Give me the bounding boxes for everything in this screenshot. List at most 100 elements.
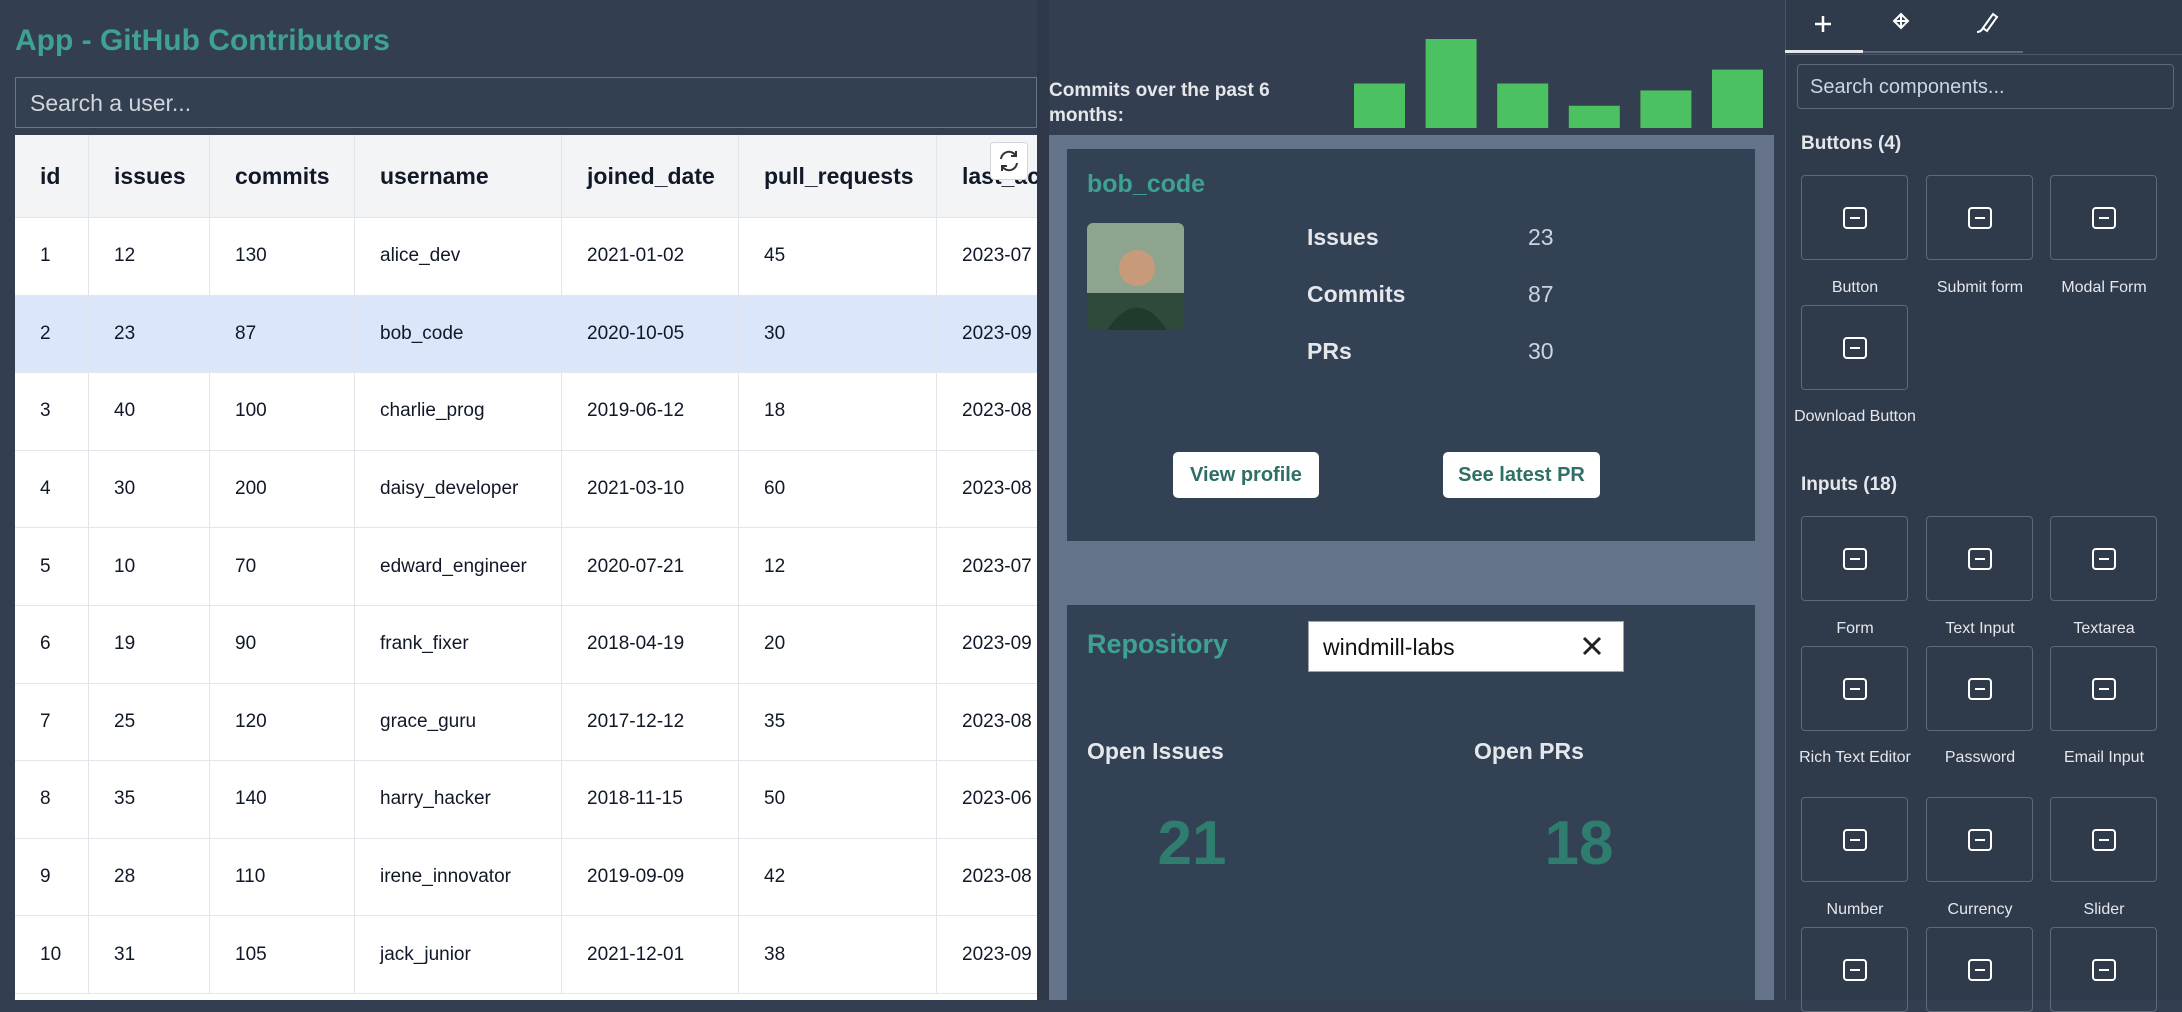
component-tile[interactable] [1801,175,1908,260]
stat-value: 87 [1528,281,1554,307]
component-icon [1842,958,1867,981]
tile-label: Number [1826,901,1884,918]
table-cell: 130 [210,218,355,296]
component-tile[interactable] [1801,516,1908,601]
component-sidebar [1785,0,2182,1000]
component-tile[interactable] [1801,797,1908,882]
stat-label: Commits [1307,281,1406,307]
table-row[interactable]: 7 25 120 grace_guru 2017-12-12 35 2023-08 [15,683,1037,762]
table-cell: 100 [210,373,355,451]
component-icon [1842,206,1867,229]
table-cell: 140 [210,761,355,839]
component-tile[interactable] [2050,516,2157,601]
repository-input[interactable]: windmill-labs [1308,621,1624,672]
component-tile[interactable] [2050,927,2157,1012]
component-icon [1842,828,1867,851]
user-search[interactable]: Search a user... [15,77,1037,128]
chart-label: Commits over the past 6 months: [1049,80,1270,126]
table-cell: 87 [210,295,355,374]
tile-label: Modal Form [2061,279,2147,296]
bar [1712,69,1763,128]
component-icon [2091,206,2116,229]
table-row[interactable]: 2 23 87 bob_code 2020-10-05 30 2023-09 [15,295,1037,374]
table-row[interactable]: 9 28 110 irene_innovator 2019-09-09 42 2023-08 [15,838,1037,917]
table-row[interactable]: 1 12 130 alice_dev 2021-01-02 45 2023-07 [15,218,1037,296]
clear-icon[interactable] [1580,634,1604,658]
table-row[interactable]: 4 30 200 daisy_developer 2021-03-10 60 2023-08 [15,450,1037,529]
component-tile[interactable] [1926,797,2033,882]
table-cell: 2019-06-12 [562,373,739,451]
component-tile[interactable] [1801,646,1908,731]
component-search[interactable]: Search components... [1797,64,2174,109]
table-cell: harry_hacker [355,761,562,839]
table-cell: 50 [739,761,937,839]
table-cell: 30 [89,450,210,529]
component-tile[interactable] [1926,927,2033,1012]
table-row[interactable]: 3 40 100 charlie_prog 2019-06-12 18 2023-08 [15,373,1037,451]
table-cell: 10 [15,916,89,994]
table-cell: 12 [89,218,210,296]
table-cell: 2 [15,295,89,374]
table-cell: jack_junior [355,916,562,994]
table-cell: daisy_developer [355,450,562,529]
table-cell: 2023-08 [937,684,1037,762]
table-cell: 40 [89,373,210,451]
table-cell: 90 [210,606,355,684]
component-tile[interactable] [1801,305,1908,390]
column-header: pull_requests [739,135,937,218]
table-row[interactable]: 5 10 70 edward_engineer 2020-07-21 12 2023-07 [15,528,1037,606]
tile-label: Currency [1947,901,2013,918]
table-cell: 2019-09-09 [562,838,739,917]
table-row[interactable]: 10 31 105 jack_junior 2021-12-01 38 2023-09 [15,916,1037,994]
table-cell: 25 [89,683,210,762]
table-cell: 1 [15,218,89,296]
profile-button[interactable]: See latest PR [1443,452,1600,498]
table-cell: 3 [15,373,89,451]
table-cell: 35 [89,761,210,839]
tile-label: Email Input [2063,749,2145,766]
app-title: App - GitHub Contributors [15,24,390,57]
profile-button[interactable]: View profile [1173,452,1319,498]
component-tile[interactable] [2050,646,2157,731]
profile-username: bob_code [1087,170,1206,198]
component-tile[interactable] [1801,927,1908,1012]
table-cell: 7 [15,683,89,762]
table-cell: 2023-09 [937,606,1037,684]
table-cell: edward_engineer [355,528,562,606]
table-row[interactable]: 8 35 140 harry_hacker 2018-11-15 50 2023-06 [15,761,1037,839]
table-cell: 2018-11-15 [562,761,739,839]
table-cell: grace_guru [355,683,562,762]
sidebar-tabs[interactable] [1785,0,2182,55]
table-cell: 18 [739,373,937,451]
bar [1568,105,1620,128]
stat-label: Issues [1307,224,1379,250]
table-cell: 120 [210,683,355,762]
component-icon [1967,547,1992,570]
component-icon [2091,828,2116,851]
component-tile[interactable] [2050,175,2157,260]
table-cell: 6 [15,606,89,684]
table-cell: irene_innovator [355,838,562,917]
column-header: joined_date [562,135,739,218]
stat-value: 23 [1528,224,1554,250]
table-cell: 31 [89,916,210,994]
component-tile[interactable] [1926,175,2033,260]
refresh-button[interactable] [990,142,1028,180]
tile-label: Rich Text Editor [1799,749,1911,766]
table-cell: 30 [739,295,937,374]
component-icon [1842,336,1867,359]
tile-label: Submit form [1936,279,2024,296]
component-tile[interactable] [1926,516,2033,601]
table-cell: bob_code [355,295,562,374]
column-header: issues [89,135,210,218]
table-row[interactable]: 6 19 90 frank_fixer 2018-04-19 20 2023-09 [15,606,1037,684]
table-cell: 2023-07 [937,218,1037,296]
component-tile[interactable] [2050,797,2157,882]
component-tile[interactable] [1926,646,2033,731]
tile-label: Download Button [1794,408,1916,425]
metric-value: 21 [1157,809,1227,878]
table-cell: 5 [15,528,89,606]
table-cell: 2021-01-02 [562,218,739,296]
component-icon [1842,677,1867,700]
